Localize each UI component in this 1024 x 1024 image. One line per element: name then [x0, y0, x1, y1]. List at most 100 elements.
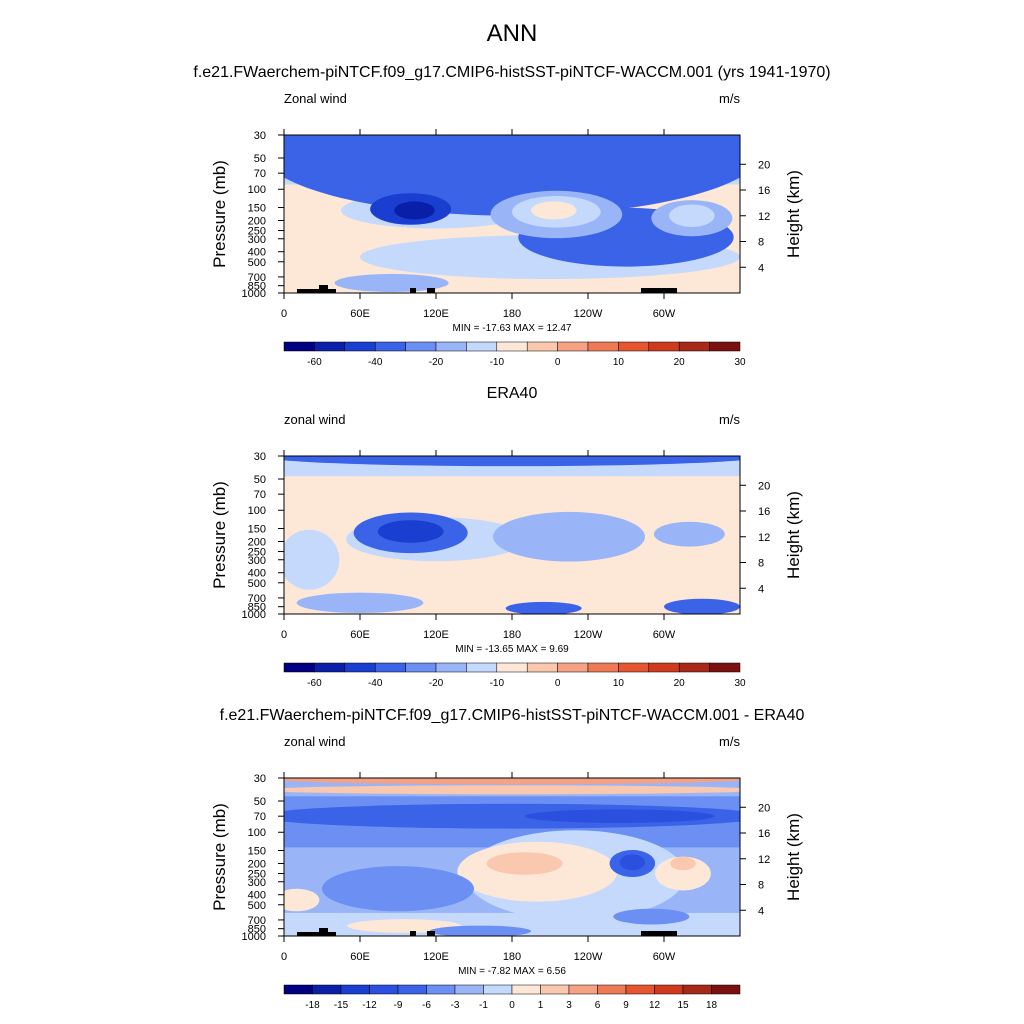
colorbar-label: 20 [674, 678, 686, 689]
y-tick-label: 300 [248, 877, 266, 889]
x-tick-label: 0 [281, 951, 287, 963]
contour-blob [296, 592, 424, 613]
colorbar-segment [466, 662, 498, 673]
stats-text: MIN = -17.63 MAX = 12.47 [453, 323, 572, 334]
contour-blob [334, 273, 449, 292]
colorbar-label: -60 [307, 678, 322, 689]
colorbar-label: -10 [490, 678, 505, 689]
height-tick-label: 8 [758, 558, 764, 570]
y-tick-label: 1000 [242, 288, 266, 300]
colorbar-segment [312, 984, 342, 995]
y-tick-label: 500 [248, 257, 266, 269]
x-tick-label: 60E [350, 629, 370, 641]
colorbar-label: 10 [613, 357, 625, 368]
chart-panel-2: ERA40 zonal wind m/s 0 60E 120E 180 120W 60W 30 50… [210, 385, 803, 689]
colorbar-segment [344, 662, 376, 673]
x-tick-label: 180 [503, 951, 521, 963]
x-tick-label: 0 [281, 308, 287, 320]
colorbar-segment [654, 984, 684, 995]
y-tick-label: 500 [248, 578, 266, 590]
colorbar-label: 6 [595, 1000, 601, 1011]
contour-blob [613, 908, 690, 925]
contour-blob [322, 866, 474, 912]
colorbar-segment [369, 984, 399, 995]
colorbar-label: -6 [422, 1000, 431, 1011]
field-label: Zonal wind [284, 91, 347, 106]
contour-blob [493, 511, 645, 562]
panel-title: f.e21.FWaerchem-piNTCF.f09_g17.CMIP6-his… [193, 64, 830, 81]
colorbar-label: -3 [451, 1000, 460, 1011]
field-label: zonal wind [284, 734, 345, 749]
y-tick-label: 50 [254, 796, 266, 808]
colorbar-label: 10 [613, 678, 625, 689]
colorbar-label: -12 [362, 1000, 377, 1011]
colorbar-segment [283, 984, 313, 995]
units-label: m/s [719, 734, 740, 749]
y-tick-label: 850 [248, 924, 266, 936]
height-tick-label: 16 [758, 506, 770, 518]
colorbar-segment [314, 662, 346, 673]
y-tick-label: 400 [248, 568, 266, 580]
topography-bar [319, 285, 328, 293]
colorbar-label: -40 [368, 357, 383, 368]
y-tick-label: 250 [248, 547, 266, 559]
y-tick-label: 30 [254, 130, 266, 142]
x-tick-label: 120E [423, 629, 449, 641]
colorbar-segment [483, 984, 513, 995]
topography-bar [641, 288, 677, 293]
colorbar-segment [648, 341, 680, 352]
colorbar-label: -9 [394, 1000, 403, 1011]
topography-bar [319, 928, 328, 936]
colorbar-segment [466, 341, 498, 352]
height-tick-label: 16 [758, 828, 770, 840]
colorbar-segment [526, 662, 558, 673]
colorbar-segment [397, 984, 427, 995]
colorbar-segment [435, 662, 467, 673]
colorbar-segment [557, 662, 589, 673]
contour-blob [619, 854, 645, 871]
y-tick-label: 400 [248, 247, 266, 259]
topography-bar [427, 288, 435, 293]
colorbar-segment [618, 662, 650, 673]
topography-bar [410, 288, 416, 293]
y-axis-label: Pressure (mb) [210, 160, 229, 268]
colorbar-segment [709, 341, 741, 352]
colorbar-segment [587, 341, 619, 352]
x-tick-label: 120E [423, 308, 449, 320]
x-tick-label: 120W [574, 629, 603, 641]
topography-bar [427, 931, 435, 936]
contour-field [284, 456, 740, 614]
colorbar-segment [405, 662, 437, 673]
colorbar-label: -1 [479, 1000, 488, 1011]
colorbar-segment [678, 662, 710, 673]
y-tick-label: 200 [248, 536, 266, 548]
topography-bar [641, 931, 677, 936]
x-tick-label: 120W [574, 951, 603, 963]
chart-panel-3: f.e21.FWaerchem-piNTCF.f09_g17.CMIP6-his… [210, 707, 805, 1011]
colorbar-segment [678, 341, 710, 352]
colorbar-segment [283, 341, 315, 352]
panel-title: f.e21.FWaerchem-piNTCF.f09_g17.CMIP6-his… [220, 707, 805, 724]
y-tick-label: 400 [248, 890, 266, 902]
colorbar-segment [435, 341, 467, 352]
y-tick-label: 50 [254, 474, 266, 486]
colorbar-segment [618, 341, 650, 352]
colorbar-label: 9 [623, 1000, 629, 1011]
colorbar-segment [711, 984, 741, 995]
negative-region [284, 529, 340, 590]
colorbar-label: -10 [490, 357, 505, 368]
contour-blob [284, 778, 740, 785]
colorbar-label: 3 [566, 1000, 572, 1011]
colorbar-label: -20 [429, 678, 444, 689]
topography-bar [297, 932, 336, 936]
height-tick-label: 16 [758, 185, 770, 197]
colorbar-segment [709, 662, 741, 673]
y-tick-label: 70 [254, 811, 266, 823]
field-label: zonal wind [284, 412, 345, 427]
colorbar-segment [496, 662, 528, 673]
y-tick-label: 50 [254, 153, 266, 165]
colorbar-segment [568, 984, 598, 995]
y-tick-label: 70 [254, 168, 266, 180]
colorbar-label: 0 [509, 1000, 515, 1011]
